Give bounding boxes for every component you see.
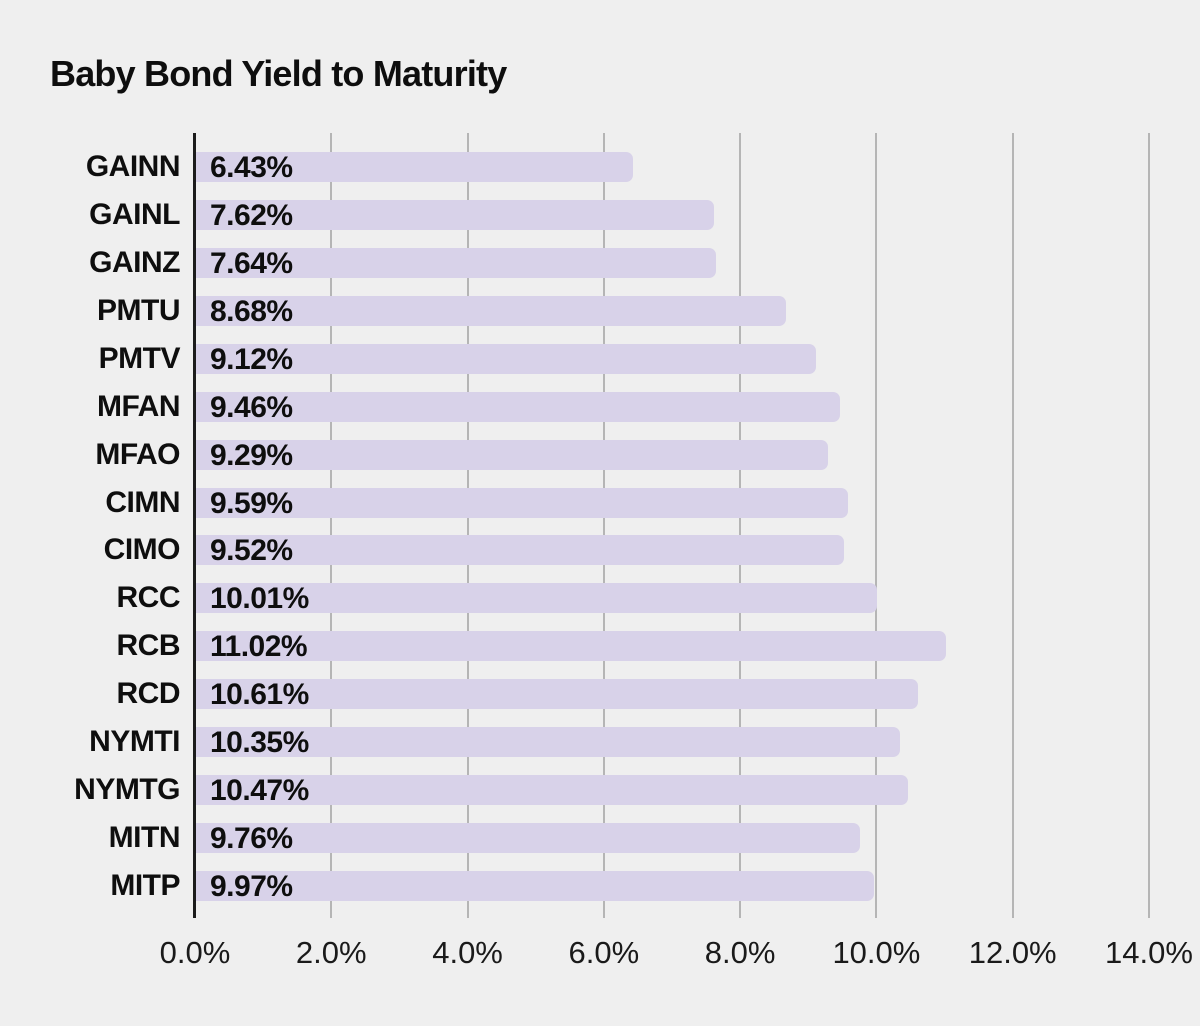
gridline bbox=[739, 133, 742, 918]
category-label: MFAN bbox=[97, 389, 181, 423]
bar: 7.64% bbox=[195, 246, 716, 280]
value-label: 9.46% bbox=[210, 390, 293, 424]
x-tick-label: 14.0% bbox=[1105, 935, 1193, 970]
bar: 9.52% bbox=[195, 534, 844, 568]
x-tick-label: 10.0% bbox=[832, 935, 921, 970]
value-label: 10.47% bbox=[210, 774, 309, 808]
category-label: CIMO bbox=[103, 533, 181, 567]
gridline bbox=[1147, 133, 1150, 918]
category-label: GAINL bbox=[89, 197, 180, 231]
category-label: RCB bbox=[116, 629, 181, 663]
gridline bbox=[875, 133, 878, 918]
category-label: CIMN bbox=[105, 485, 180, 519]
value-label: 7.62% bbox=[210, 198, 293, 232]
value-label: 11.02% bbox=[210, 630, 308, 664]
value-label: 7.64% bbox=[210, 246, 293, 280]
category-label: MITN bbox=[108, 821, 181, 855]
bar: 6.43% bbox=[195, 151, 634, 184]
y-axis-line bbox=[193, 133, 196, 918]
category-label: RCC bbox=[116, 581, 181, 615]
category-label: NYMTG bbox=[74, 773, 180, 807]
gridline bbox=[330, 133, 333, 918]
bar: 7.62% bbox=[195, 198, 715, 232]
category-label: RCD bbox=[116, 677, 181, 711]
bar: 10.47% bbox=[195, 774, 909, 808]
category-label: GAINZ bbox=[89, 245, 180, 279]
x-tick-label: 4.0% bbox=[432, 935, 503, 970]
value-label: 6.43% bbox=[210, 151, 293, 184]
value-label: 10.61% bbox=[210, 678, 309, 712]
value-label: 9.29% bbox=[210, 438, 293, 472]
gridline bbox=[602, 133, 605, 918]
value-label: 8.68% bbox=[210, 294, 293, 328]
bar: 10.35% bbox=[195, 726, 901, 760]
bar: 10.61% bbox=[195, 678, 918, 712]
value-label: 9.12% bbox=[210, 342, 293, 376]
category-label: MFAO bbox=[95, 437, 180, 471]
bar: 8.68% bbox=[195, 294, 787, 328]
bar: 10.01% bbox=[195, 582, 878, 616]
bar: 9.59% bbox=[195, 486, 849, 520]
value-label: 9.97% bbox=[210, 869, 293, 903]
bar: 9.29% bbox=[195, 438, 829, 472]
category-label: GAINN bbox=[85, 150, 181, 183]
value-label: 9.76% bbox=[210, 822, 293, 856]
category-label: NYMTI bbox=[89, 725, 180, 759]
bar: 9.76% bbox=[195, 822, 861, 856]
x-tick-label: 6.0% bbox=[568, 935, 640, 970]
value-label: 9.59% bbox=[210, 486, 293, 520]
value-label: 9.52% bbox=[210, 534, 293, 568]
bar: 9.12% bbox=[195, 342, 817, 376]
category-label: PMTV bbox=[98, 341, 181, 375]
gridline bbox=[466, 133, 469, 918]
gridline bbox=[1011, 133, 1014, 918]
chart-title: Baby Bond Yield to Maturity bbox=[50, 53, 507, 94]
x-tick-label: 8.0% bbox=[704, 935, 776, 970]
category-label: PMTU bbox=[97, 293, 181, 327]
bar: 9.46% bbox=[195, 390, 840, 424]
x-tick-label: 2.0% bbox=[295, 935, 367, 970]
bar: 9.97% bbox=[195, 869, 875, 903]
value-label: 10.35% bbox=[210, 726, 309, 760]
category-label: MITP bbox=[110, 868, 180, 902]
bar: 11.02% bbox=[195, 630, 946, 664]
x-tick-label: 0.0% bbox=[159, 935, 231, 970]
x-tick-label: 12.0% bbox=[968, 935, 1057, 970]
value-label: 10.01% bbox=[210, 582, 309, 616]
